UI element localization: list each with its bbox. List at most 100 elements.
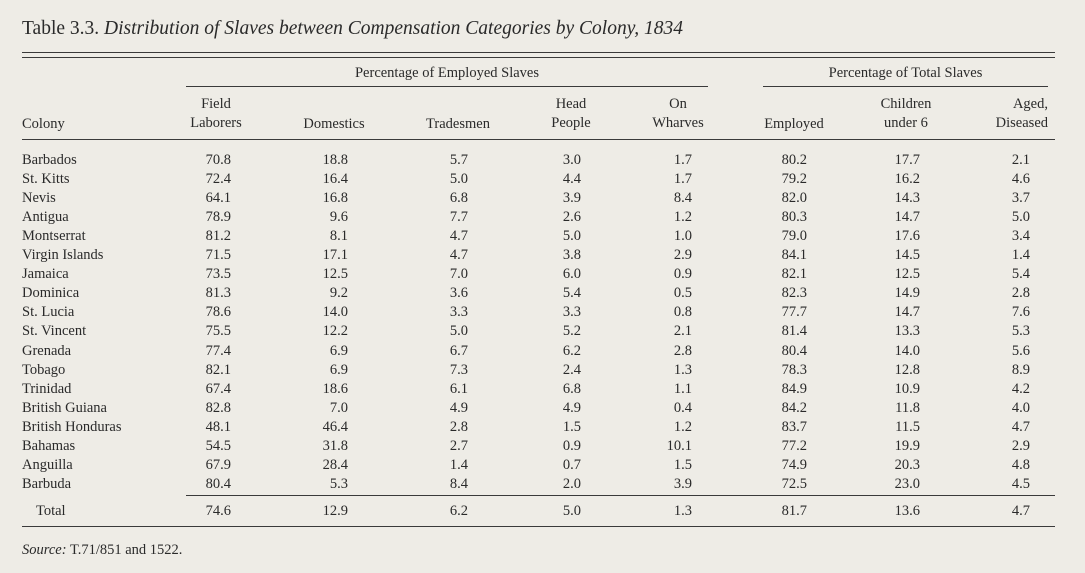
cell-domestics: 46.4	[322, 418, 348, 435]
cell-domestics: 7.0	[329, 399, 348, 416]
cell-on-wharves: 0.9	[673, 266, 692, 283]
cell-head-people: 3.0	[562, 152, 581, 168]
cell-children-under-6: 14.7	[894, 304, 920, 321]
cell-on-wharves: 1.3	[673, 361, 692, 378]
cell-field-laborers: 78.9	[205, 209, 231, 226]
colony-name: Antigua	[22, 209, 69, 226]
cell-aged-diseased: 4.5	[1011, 475, 1030, 492]
cell-head-people: 5.2	[562, 323, 581, 340]
cell-children-under-6: 14.0	[894, 342, 920, 359]
total-rule	[186, 495, 1055, 496]
colony-name: Montserrat	[22, 228, 86, 245]
colony-name: British Guiana	[22, 399, 107, 416]
cell-children-under-6: 14.9	[894, 285, 920, 302]
colony-name: Jamaica	[22, 266, 69, 283]
cell-field-laborers: 70.8	[205, 152, 231, 168]
cell-employed: 82.0	[781, 190, 807, 207]
cell-head-people: 4.9	[562, 399, 581, 416]
cell-head-people: 1.5	[562, 418, 581, 435]
total-domestics: 12.9	[322, 503, 348, 519]
cell-children-under-6: 16.2	[894, 171, 920, 188]
cell-domestics: 14.0	[322, 304, 348, 321]
colony-name: Tobago	[22, 361, 66, 378]
cell-on-wharves: 1.5	[673, 456, 692, 473]
cell-tradesmen: 7.7	[449, 209, 468, 226]
cell-tradesmen: 8.4	[449, 475, 468, 492]
group-rule-total	[763, 86, 1048, 87]
cell-tradesmen: 6.1	[449, 380, 468, 397]
cell-field-laborers: 67.9	[205, 456, 231, 473]
cell-on-wharves: 1.1	[673, 380, 692, 397]
cell-tradesmen: 2.8	[449, 418, 468, 435]
total-aged-diseased: 4.7	[1011, 503, 1030, 519]
cell-on-wharves: 0.4	[673, 399, 692, 416]
source-text: T.71/851 and 1522.	[69, 542, 183, 558]
cell-head-people: 5.0	[562, 228, 581, 245]
col-header-tradesmen: Tradesmen	[426, 116, 490, 132]
cell-field-laborers: 67.4	[205, 380, 231, 397]
cell-children-under-6: 11.5	[895, 418, 920, 435]
cell-employed: 77.2	[781, 437, 807, 454]
cell-children-under-6: 10.9	[894, 380, 920, 397]
cell-field-laborers: 82.1	[205, 361, 231, 378]
cell-on-wharves: 2.8	[673, 342, 692, 359]
colony-name: Bahamas	[22, 437, 76, 454]
cell-children-under-6: 23.0	[894, 475, 920, 492]
table-caption: Distribution of Slaves between Compensat…	[104, 18, 684, 39]
cell-field-laborers: 72.4	[205, 171, 231, 188]
colony-name: British Honduras	[22, 418, 122, 435]
cell-employed: 80.3	[781, 209, 807, 226]
colony-name: Grenada	[22, 342, 72, 359]
cell-on-wharves: 0.5	[673, 285, 692, 302]
cell-aged-diseased: 7.6	[1011, 304, 1030, 321]
col-header-head-people: Head People	[551, 96, 591, 131]
cell-aged-diseased: 5.4	[1011, 266, 1030, 283]
colony-name: Barbuda	[22, 475, 72, 492]
cell-field-laborers: 78.6	[205, 304, 231, 321]
top-rule	[22, 52, 1055, 53]
cell-domestics: 9.2	[329, 285, 348, 302]
cell-children-under-6: 17.6	[894, 228, 920, 245]
cell-tradesmen: 4.9	[449, 399, 468, 416]
cell-employed: 78.3	[781, 361, 807, 378]
cell-employed: 81.4	[781, 323, 807, 340]
total-field-laborers: 74.6	[205, 503, 231, 519]
cell-head-people: 5.4	[562, 285, 581, 302]
cell-tradesmen: 2.7	[449, 437, 468, 454]
total-label: Total	[36, 503, 66, 519]
colony-name: Barbados	[22, 152, 77, 168]
col-header-colony: Colony	[22, 116, 65, 132]
colony-name: Anguilla	[22, 456, 73, 473]
cell-employed: 84.1	[781, 247, 807, 264]
cell-aged-diseased: 5.3	[1011, 323, 1030, 340]
cell-head-people: 3.9	[562, 190, 581, 207]
header-rule	[22, 139, 1055, 140]
cell-domestics: 16.4	[322, 171, 348, 188]
cell-children-under-6: 14.3	[894, 190, 920, 207]
cell-tradesmen: 6.7	[449, 342, 468, 359]
cell-aged-diseased: 5.0	[1011, 209, 1030, 226]
cell-on-wharves: 1.7	[673, 152, 692, 168]
cell-field-laborers: 81.3	[205, 285, 231, 302]
total-tradesmen: 6.2	[449, 503, 468, 519]
cell-head-people: 0.9	[562, 437, 581, 454]
cell-head-people: 6.8	[562, 380, 581, 397]
cell-aged-diseased: 4.6	[1011, 171, 1030, 188]
colony-name: Dominica	[22, 285, 80, 302]
cell-employed: 84.9	[781, 380, 807, 397]
cell-employed: 77.7	[781, 304, 807, 321]
cell-domestics: 8.1	[329, 228, 348, 245]
cell-field-laborers: 73.5	[205, 266, 231, 283]
top-rule-2	[22, 57, 1055, 58]
bottom-rule	[22, 526, 1055, 527]
cell-head-people: 4.4	[562, 171, 581, 188]
col-header-children: Children under 6	[880, 96, 932, 131]
cell-field-laborers: 75.5	[205, 323, 231, 340]
cell-employed: 80.4	[781, 342, 807, 359]
cell-on-wharves: 1.2	[673, 418, 692, 435]
cell-tradesmen: 1.4	[449, 456, 468, 473]
cell-children-under-6: 11.8	[895, 399, 920, 416]
col-header-wharves: On Wharves	[652, 96, 704, 131]
total-children-under-6: 13.6	[894, 503, 920, 519]
cell-field-laborers: 71.5	[205, 247, 231, 264]
